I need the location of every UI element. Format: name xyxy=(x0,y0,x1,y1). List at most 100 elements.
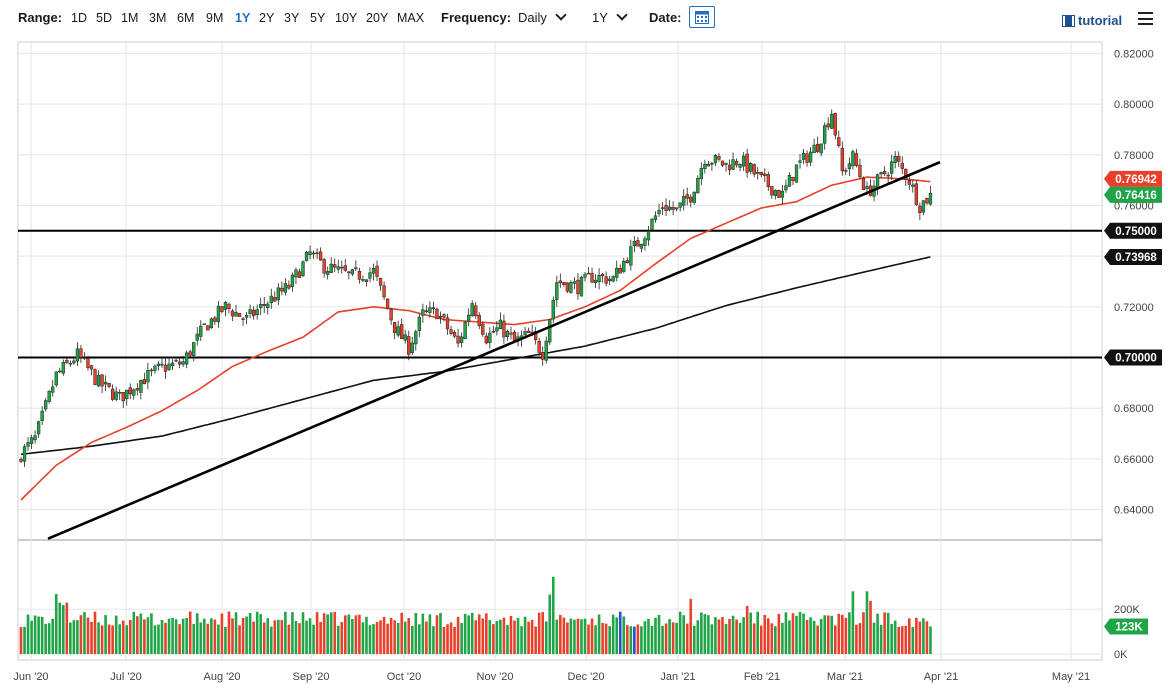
candle-body xyxy=(882,170,887,175)
candle-body xyxy=(678,202,682,208)
volume-bars xyxy=(19,576,932,654)
range-1m[interactable]: 1M xyxy=(121,11,139,25)
range-20y[interactable]: 20Y xyxy=(366,11,389,25)
price-tag-label: 0.70000 xyxy=(1115,353,1157,365)
frequency-select[interactable]: Daily xyxy=(518,9,567,25)
volume-bar xyxy=(361,622,365,654)
volume-bar xyxy=(344,615,347,654)
candle-body xyxy=(611,276,615,282)
candle-body xyxy=(146,370,150,383)
volume-bar xyxy=(72,620,76,654)
volume-bar xyxy=(872,622,876,654)
candle-body xyxy=(710,162,714,165)
candle-body xyxy=(505,331,510,337)
volume-bar xyxy=(890,623,893,654)
volume-bar xyxy=(287,624,291,654)
volume-bar xyxy=(851,591,855,654)
tutorial-link[interactable]: tutorial xyxy=(1062,13,1122,28)
volume-bar xyxy=(904,625,908,654)
volume-bar xyxy=(213,619,217,654)
volume-bar xyxy=(305,620,308,654)
x-tick-label: Mar '21 xyxy=(827,671,863,683)
candle-body xyxy=(907,179,911,185)
range-3y[interactable]: 3Y xyxy=(284,11,300,25)
volume-bar xyxy=(601,622,604,654)
volume-bar xyxy=(841,614,844,654)
range-1y[interactable]: 1Y xyxy=(235,11,251,25)
y-axis: 0.640000.660000.680000.700000.720000.740… xyxy=(1114,48,1154,516)
volume-bar xyxy=(90,621,93,654)
candle-body xyxy=(787,174,792,187)
volume-bar xyxy=(185,617,188,654)
candle-body xyxy=(244,315,249,318)
volume-bar xyxy=(509,615,513,654)
candle-body xyxy=(763,173,767,176)
candle-body xyxy=(534,331,538,341)
volume-bar xyxy=(735,619,738,654)
volume-bar xyxy=(118,624,121,654)
volume-tag-box xyxy=(1104,618,1148,635)
volume-bar xyxy=(590,618,594,654)
volume-bar xyxy=(809,617,812,654)
range-6m[interactable]: 6M xyxy=(177,11,195,25)
candle-body xyxy=(202,323,206,325)
range-1d[interactable]: 1D xyxy=(71,11,87,25)
calendar-button[interactable] xyxy=(689,6,715,28)
candle-body xyxy=(357,271,362,280)
candle-body xyxy=(234,312,238,317)
candle-body xyxy=(259,303,263,308)
range-9m[interactable]: 9M xyxy=(206,11,224,25)
candle-body xyxy=(223,301,228,310)
candle-body xyxy=(371,268,376,274)
candle-body xyxy=(297,271,302,278)
range-max[interactable]: MAX xyxy=(397,11,425,25)
candle-body xyxy=(262,304,266,306)
volume-bar xyxy=(439,612,442,654)
candle-body xyxy=(287,284,291,289)
volume-bar xyxy=(724,623,728,654)
candle-body xyxy=(280,287,284,292)
candle-body xyxy=(438,315,443,318)
candle-body xyxy=(671,207,675,210)
candle-body xyxy=(914,183,919,205)
volume-bar xyxy=(336,625,340,654)
candle-body xyxy=(385,298,390,309)
candle-body xyxy=(495,327,499,332)
volume-bar xyxy=(470,612,474,654)
period-select[interactable]: 1Y xyxy=(592,9,628,25)
candle-body xyxy=(583,273,587,278)
range-2y[interactable]: 2Y xyxy=(259,11,275,25)
volume-bar xyxy=(139,613,143,654)
candle-body xyxy=(149,369,154,372)
range-5d[interactable]: 5D xyxy=(96,11,112,25)
volume-bar xyxy=(893,620,897,654)
candle-body xyxy=(643,238,647,246)
volume-bar xyxy=(770,623,774,654)
volume-bar xyxy=(220,613,224,654)
volume-bar xyxy=(823,615,826,654)
volume-bar xyxy=(97,622,100,654)
candle-body xyxy=(389,309,393,321)
volume-bar xyxy=(897,626,901,654)
volume-bar xyxy=(481,618,485,654)
hamburger-menu-icon[interactable] xyxy=(1138,12,1153,25)
candle-body xyxy=(481,323,485,335)
candle-body xyxy=(167,363,171,370)
volume-bar xyxy=(559,614,562,654)
candle-body xyxy=(689,196,693,203)
candle-body xyxy=(47,391,51,402)
x-tick-label: Dec '20 xyxy=(568,671,605,683)
candle-body xyxy=(579,276,584,297)
range-3m[interactable]: 3M xyxy=(149,11,167,25)
volume-bar xyxy=(886,612,890,654)
price-tags: 0.76942 0.76416 0.75000 0.73968 0.70000 123K xyxy=(1104,170,1162,635)
volume-bar xyxy=(802,613,805,654)
range-10y[interactable]: 10Y xyxy=(335,11,358,25)
volume-bar xyxy=(266,618,270,654)
candle-body xyxy=(854,153,859,166)
candle-body xyxy=(816,143,820,152)
candle-body xyxy=(639,243,644,249)
candle-body xyxy=(572,281,577,284)
volume-bar xyxy=(548,594,552,654)
range-5y[interactable]: 5Y xyxy=(310,11,326,25)
